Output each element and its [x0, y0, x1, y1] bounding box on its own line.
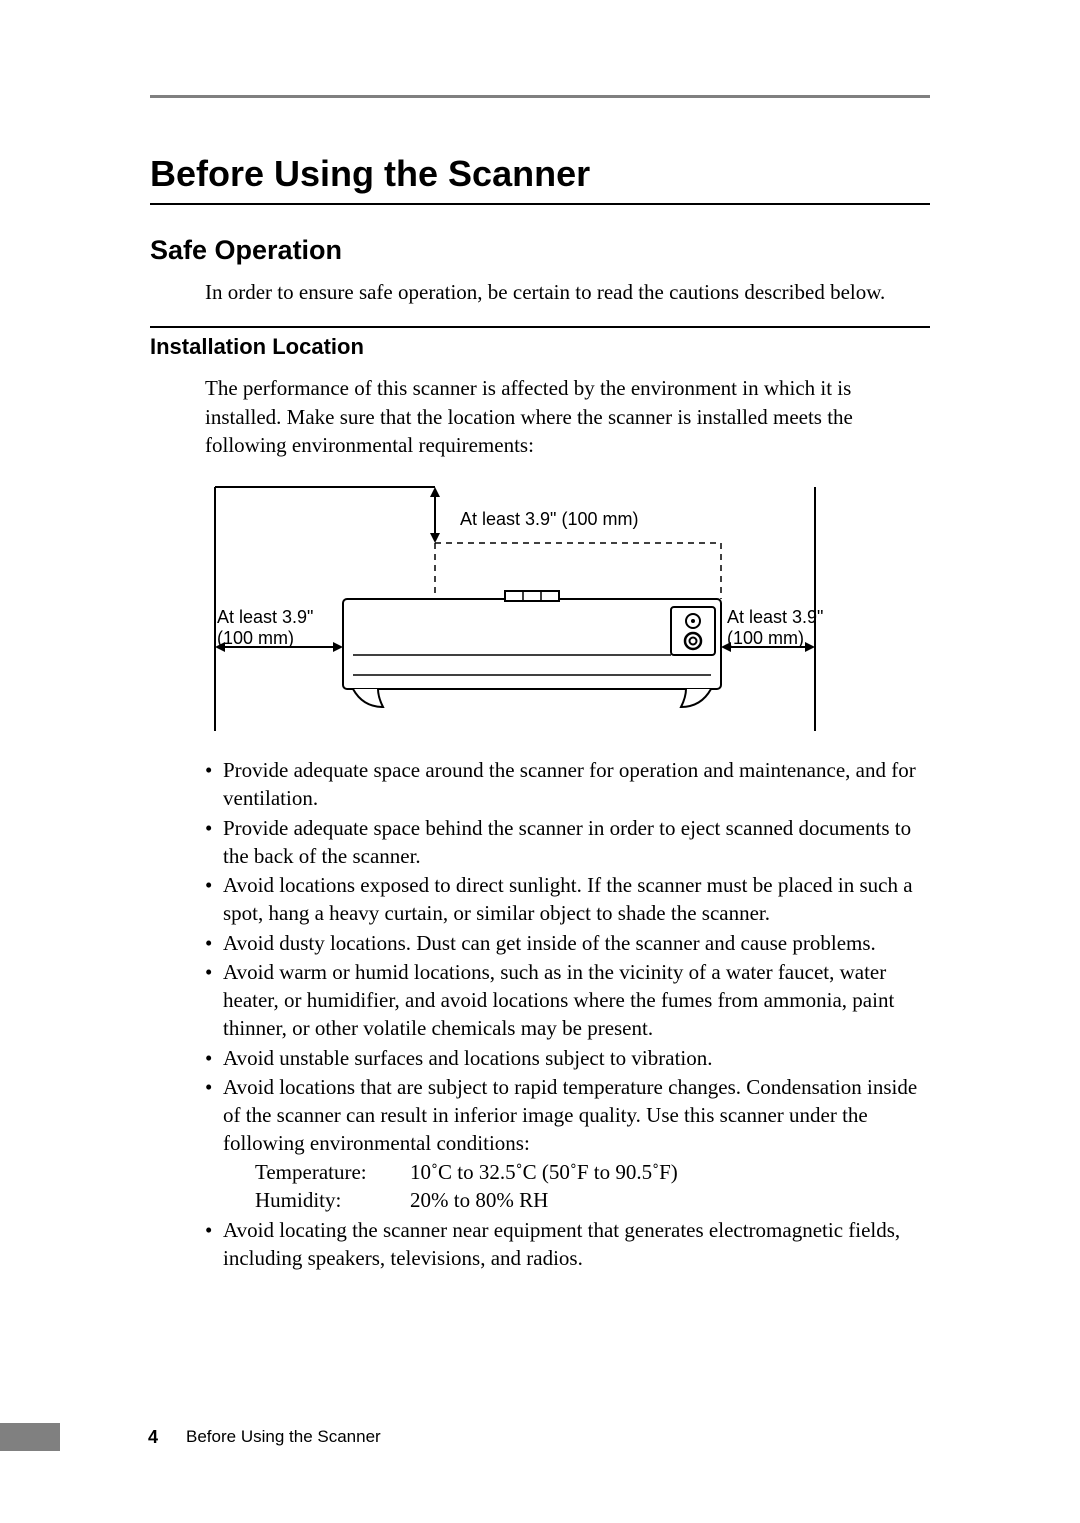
temp-label: Temperature: — [255, 1159, 410, 1187]
env-bullet-text: Avoid locations that are subject to rapi… — [223, 1075, 917, 1154]
humidity-label: Humidity: — [255, 1187, 410, 1215]
env-conditions-table: Temperature: 10˚C to 32.5˚C (50˚F to 90.… — [255, 1159, 930, 1214]
table-row: Humidity: 20% to 80% RH — [255, 1187, 930, 1215]
diagram-right-label-l2: (100 mm) — [727, 628, 804, 648]
list-item: Provide adequate space around the scanne… — [205, 757, 930, 812]
clearance-diagram: At least 3.9" (100 mm) At least 3.9" (10… — [205, 479, 825, 739]
bullet-list: Provide adequate space around the scanne… — [205, 757, 930, 1272]
temp-value: 10˚C to 32.5˚C (50˚F to 90.5˚F) — [410, 1159, 678, 1187]
list-item: Avoid dusty locations. Dust can get insi… — [205, 930, 930, 958]
heading-3: Installation Location — [150, 334, 930, 360]
footer-tab — [0, 1423, 60, 1451]
diagram-right-label: At least 3.9" (100 mm) — [727, 607, 823, 648]
table-row: Temperature: 10˚C to 32.5˚C (50˚F to 90.… — [255, 1159, 930, 1187]
section-paragraph: The performance of this scanner is affec… — [205, 374, 930, 459]
list-item-env: Avoid locations that are subject to rapi… — [205, 1074, 930, 1215]
diagram-left-label-l2: (100 mm) — [217, 628, 294, 648]
intro-paragraph: In order to ensure safe operation, be ce… — [205, 278, 930, 306]
page-content: Before Using the Scanner Safe Operation … — [0, 0, 1080, 1334]
list-item: Avoid locations exposed to direct sunlig… — [205, 872, 930, 927]
footer-title: Before Using the Scanner — [186, 1427, 381, 1447]
diagram-left-label-l1: At least 3.9" — [217, 607, 313, 627]
list-item: Avoid locating the scanner near equipmen… — [205, 1217, 930, 1272]
diagram-top-label: At least 3.9" (100 mm) — [460, 509, 638, 530]
list-item: Provide adequate space behind the scanne… — [205, 815, 930, 870]
list-item: Avoid unstable surfaces and locations su… — [205, 1045, 930, 1073]
humidity-value: 20% to 80% RH — [410, 1187, 548, 1215]
list-item: Avoid warm or humid locations, such as i… — [205, 959, 930, 1042]
diagram-right-label-l1: At least 3.9" — [727, 607, 823, 627]
page-footer: 4 Before Using the Scanner — [0, 1423, 1080, 1451]
heading-1: Before Using the Scanner — [150, 153, 930, 205]
heading-2: Safe Operation — [150, 235, 930, 266]
section-rule: Installation Location — [150, 326, 930, 360]
diagram-left-label: At least 3.9" (100 mm) — [217, 607, 313, 648]
page-number: 4 — [148, 1427, 158, 1448]
top-rule — [150, 95, 930, 98]
